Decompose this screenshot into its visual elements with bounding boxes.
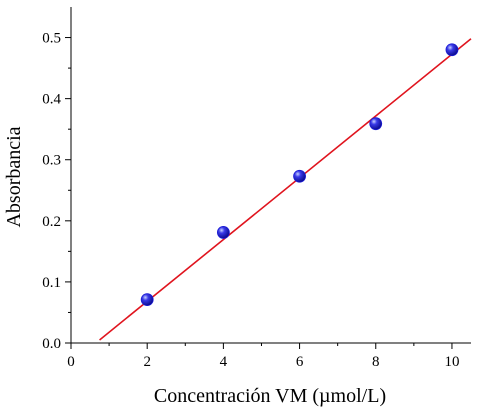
data-point — [293, 169, 306, 183]
fit-line-group — [99, 38, 472, 341]
data-points — [140, 43, 459, 307]
y-tick-label: 0.2 — [42, 214, 61, 230]
y-tick-label: 0.5 — [42, 31, 61, 47]
y-tick-label: 0.3 — [42, 153, 61, 169]
data-point — [216, 226, 230, 239]
x-tick-label: 6 — [296, 354, 304, 370]
data-point — [140, 293, 154, 307]
x-tick-label: 10 — [444, 354, 459, 370]
x-tick-label: 8 — [372, 354, 380, 370]
axes — [70, 7, 471, 344]
fit-line — [99, 38, 472, 341]
data-point — [369, 117, 383, 131]
x-tick-label: 4 — [220, 354, 228, 370]
data-point — [445, 43, 459, 57]
y-tick-label: 0.4 — [42, 92, 61, 108]
y-tick-label: 0.0 — [42, 336, 61, 352]
y-axis-ticks: 0.0 0.1 0.2 0.3 0.4 0.5 — [42, 31, 71, 352]
y-tick-label: 0.1 — [42, 275, 61, 291]
x-tick-label: 2 — [143, 354, 151, 370]
y-axis-title: Absorbancia — [3, 126, 25, 227]
x-tick-label: 0 — [67, 354, 75, 370]
x-axis-ticks: 0 2 4 6 8 10 — [67, 343, 459, 370]
x-axis-title: Concentración VM (µmol/L) — [154, 385, 386, 407]
